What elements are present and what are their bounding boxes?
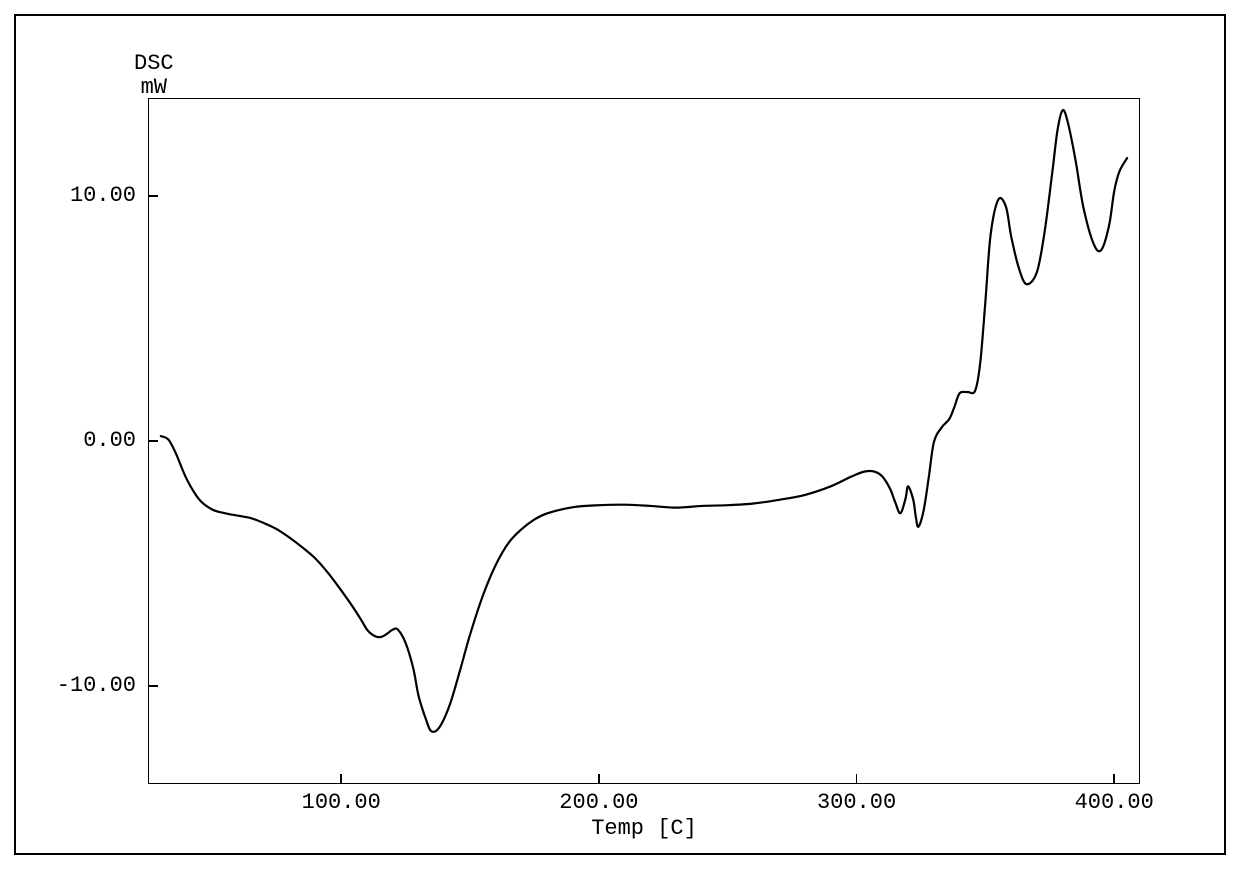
dsc-series-path — [161, 110, 1127, 732]
dsc-curve — [0, 0, 1240, 869]
